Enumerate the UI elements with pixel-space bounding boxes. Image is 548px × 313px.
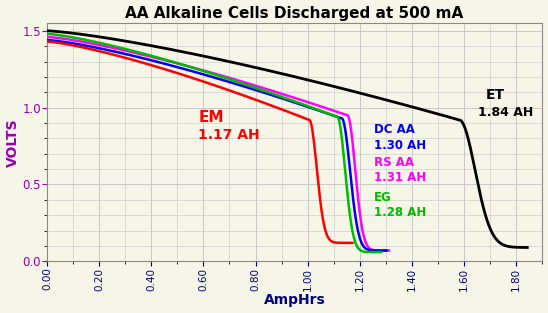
X-axis label: AmpHrs: AmpHrs — [264, 294, 326, 307]
Text: DC AA: DC AA — [374, 123, 415, 136]
Text: 1.28 AH: 1.28 AH — [374, 206, 426, 219]
Y-axis label: VOLTS: VOLTS — [5, 118, 20, 167]
Text: EM: EM — [198, 110, 224, 125]
Title: AA Alkaline Cells Discharged at 500 mA: AA Alkaline Cells Discharged at 500 mA — [125, 6, 464, 21]
Text: RS AA: RS AA — [374, 156, 414, 169]
Text: 1.84 AH: 1.84 AH — [478, 106, 533, 119]
Text: EG: EG — [374, 191, 392, 204]
Text: 1.17 AH: 1.17 AH — [198, 127, 260, 141]
Text: ET: ET — [486, 88, 505, 102]
Text: 1.30 AH: 1.30 AH — [374, 139, 426, 152]
Text: 1.31 AH: 1.31 AH — [374, 171, 426, 184]
